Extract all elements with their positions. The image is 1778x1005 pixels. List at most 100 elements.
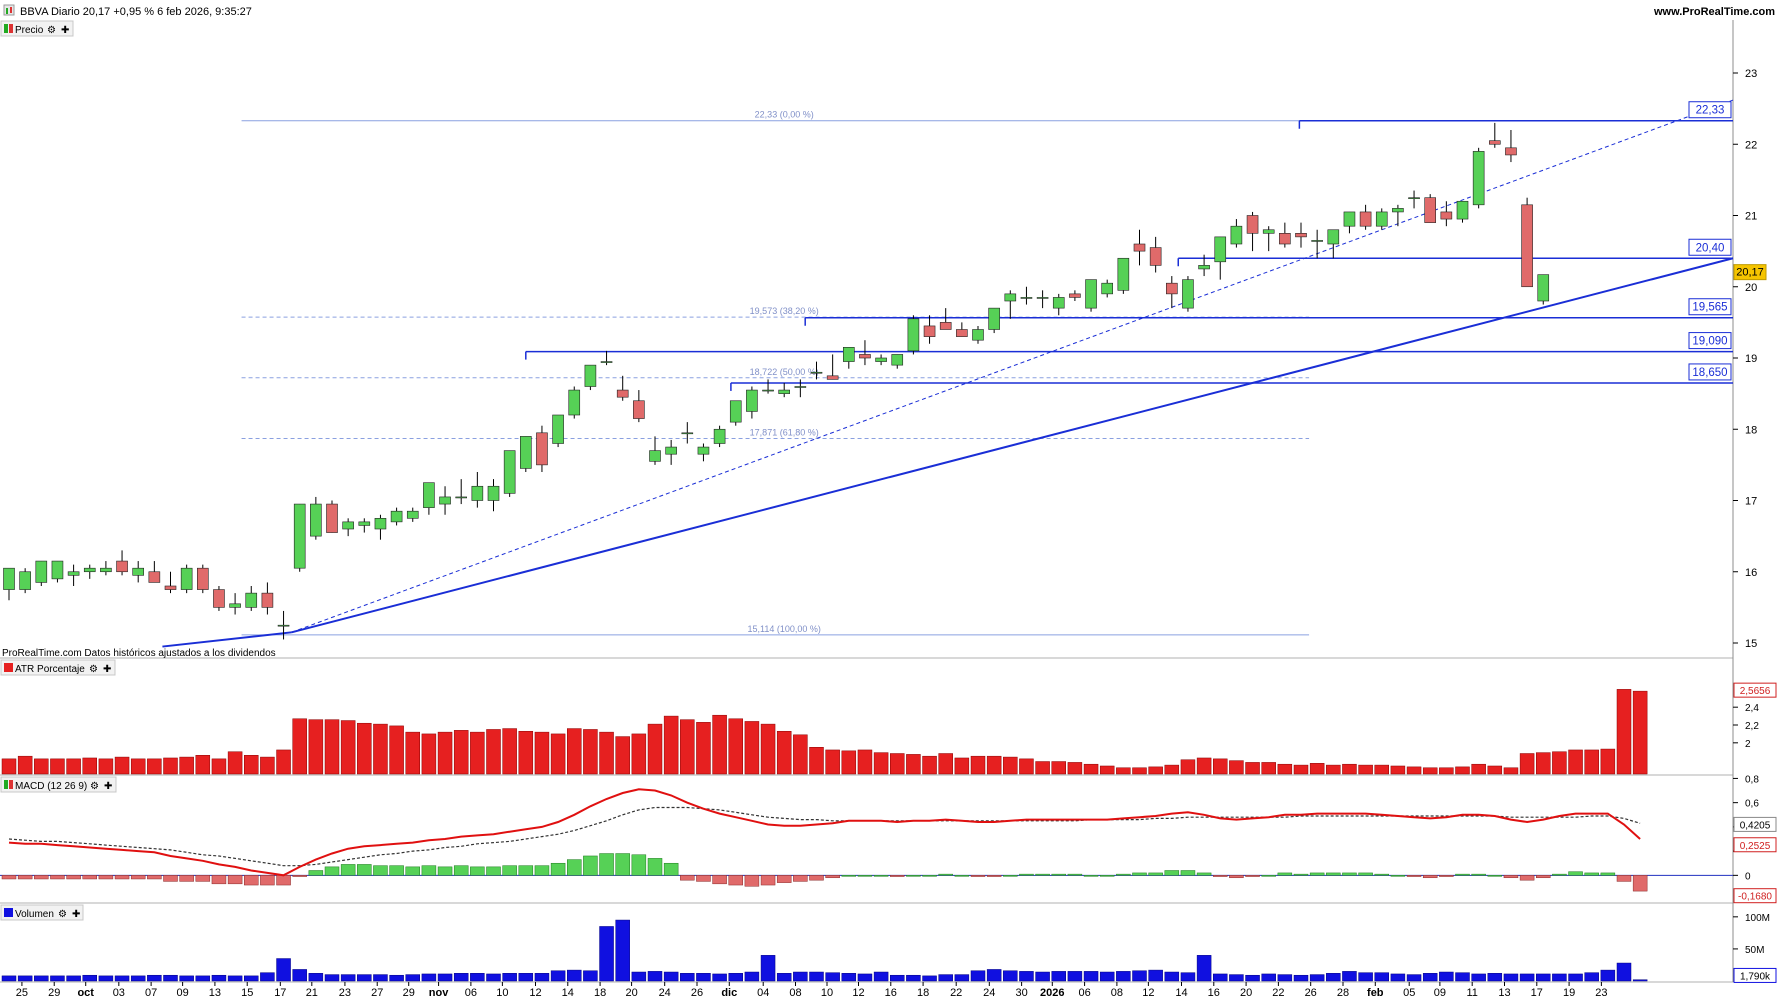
atr-axis-tick-label: 2 — [1745, 739, 1751, 750]
atr-bar — [615, 736, 630, 775]
wrench-icon[interactable]: ⚙ — [58, 909, 67, 920]
atr-bar — [227, 751, 243, 775]
price-panel-label[interactable]: Precio ⚙ ✚ — [0, 20, 74, 37]
volume-bar — [195, 975, 211, 982]
macd-histogram-bar — [970, 875, 986, 877]
candle-body — [1505, 147, 1517, 156]
macd-histogram-bar — [163, 875, 178, 882]
macd-histogram-bar — [34, 875, 49, 880]
fibonacci-level-label: 18,722 (50,00 %) — [750, 367, 819, 377]
candle-body — [132, 567, 144, 576]
volume-bar — [841, 973, 857, 982]
volume-bar — [583, 970, 598, 982]
atr-bar — [728, 718, 743, 775]
volume-panel-label[interactable]: Volumen ⚙ ✚ — [0, 904, 84, 921]
volume-bar — [1229, 974, 1244, 982]
candle-body — [584, 364, 597, 387]
add-icon[interactable]: ✚ — [104, 781, 112, 792]
atr-bar — [130, 758, 146, 775]
macd-histogram-bar — [1406, 875, 1422, 877]
site-url[interactable]: www.ProRealTime.com — [1653, 6, 1775, 18]
candle-body — [293, 503, 306, 569]
atr-last-value-badge — [1733, 682, 1777, 698]
macd-histogram-bar — [1471, 873, 1486, 876]
candle-body — [762, 389, 774, 392]
macd-value-badge — [1733, 816, 1777, 832]
macd-legend-icon — [4, 780, 8, 789]
volume-bar — [486, 973, 501, 982]
macd-histogram-bar — [1342, 872, 1357, 876]
volume-bar — [1309, 974, 1325, 982]
candle-body — [600, 361, 613, 363]
volume-bar — [211, 974, 227, 982]
price-panel-title: Precio — [15, 25, 44, 36]
price-axis-tick-label: 23 — [1745, 68, 1757, 80]
volume-bar — [357, 974, 372, 982]
candle-body — [1392, 208, 1404, 213]
wrench-icon[interactable]: ⚙ — [47, 25, 56, 36]
atr-bar — [1471, 763, 1486, 775]
macd-signal-line — [8, 806, 1641, 867]
macd-histogram-bar — [954, 875, 970, 877]
macd-histogram-bar — [1229, 875, 1244, 879]
atr-bar — [1358, 764, 1373, 775]
volume-bar — [1552, 973, 1567, 982]
volume-last-value-badge — [1733, 967, 1777, 983]
time-axis-tick-label: 22 — [1272, 987, 1284, 999]
price-legend-icon-down — [9, 24, 13, 33]
volume-last-value-label: 1,790k — [1740, 971, 1771, 982]
atr-bar — [1342, 763, 1357, 775]
atr-bar — [1552, 751, 1567, 775]
atr-bar — [276, 749, 291, 775]
chart-title: BBVA Diario 20,17 +0,95 % 6 feb 2026, 9:… — [20, 6, 252, 18]
macd-histogram-bar — [260, 875, 275, 886]
atr-panel-label[interactable]: ATR Porcentaje ⚙ ✚ — [0, 659, 116, 676]
candle-body — [116, 560, 128, 573]
level-value-label: 19,565 — [1692, 302, 1727, 314]
volume-legend-icon — [4, 908, 13, 917]
atr-bar — [518, 730, 534, 775]
volume-bar — [17, 975, 33, 982]
volume-bar — [1536, 973, 1551, 982]
atr-bar — [1536, 752, 1551, 775]
volume-axis-tick-label: 100M — [1745, 913, 1770, 924]
price-axis-tick-label: 18 — [1745, 424, 1757, 436]
macd-histogram-bar — [421, 865, 437, 876]
wrench-icon[interactable]: ⚙ — [89, 664, 98, 675]
volume-bar — [405, 974, 420, 982]
atr-bar — [389, 725, 404, 775]
macd-panel-label[interactable]: MACD (12 26 9) ⚙ ✚ — [0, 776, 117, 793]
volume-panel-title: Volumen — [15, 909, 54, 920]
volume-bar — [922, 975, 937, 982]
candle-body — [100, 567, 112, 573]
volume-bar — [550, 970, 566, 982]
macd-axis-tick-label: 0 — [1745, 871, 1751, 882]
trendline-solid — [291, 257, 1734, 634]
volume-bar — [1245, 974, 1260, 982]
add-icon[interactable]: ✚ — [103, 664, 111, 675]
macd-histogram-bar — [114, 875, 130, 880]
atr-bar — [98, 758, 114, 775]
add-icon[interactable]: ✚ — [72, 909, 80, 920]
macd-histogram-bar — [760, 875, 776, 886]
volume-bar — [244, 975, 259, 982]
candle-body — [1246, 215, 1259, 234]
atr-bar — [776, 730, 792, 775]
macd-histogram-bar — [615, 853, 630, 876]
candle-body — [148, 571, 161, 583]
wrench-icon[interactable]: ⚙ — [90, 781, 99, 792]
atr-bar — [244, 755, 259, 775]
time-axis-tick-label: 03 — [113, 987, 125, 999]
volume-bar — [1277, 974, 1293, 982]
macd-histogram-bar — [809, 875, 824, 881]
volume-bar — [1439, 971, 1454, 982]
atr-panel: 2 2,2 2,4 2,5656 — [1, 682, 1777, 775]
atr-bar — [1196, 757, 1212, 775]
atr-bar — [631, 733, 647, 775]
candle-body — [972, 329, 984, 341]
macd-histogram-bar — [550, 862, 566, 876]
time-axis-tick-label: 20 — [625, 987, 637, 999]
volume-bar — [1616, 962, 1632, 982]
add-icon[interactable]: ✚ — [61, 25, 69, 36]
